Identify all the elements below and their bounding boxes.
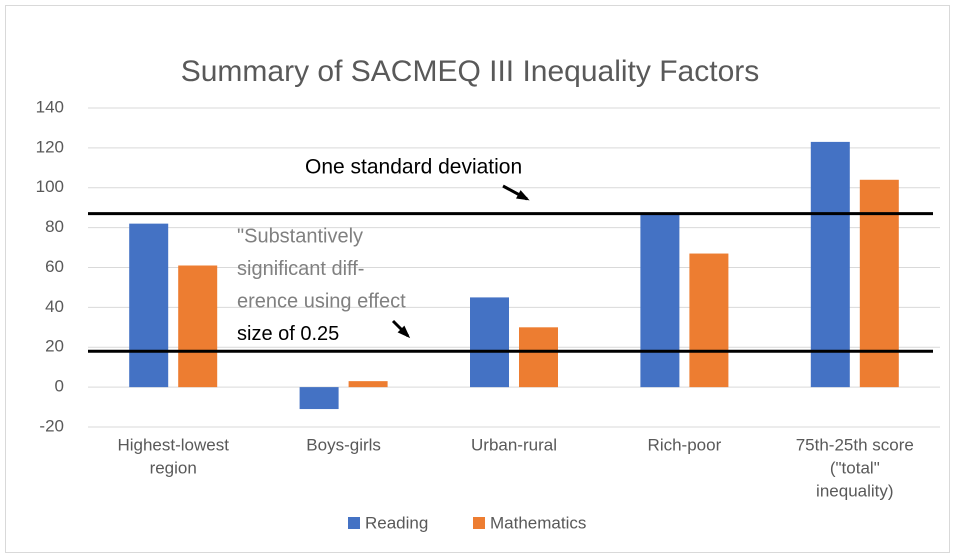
- y-tick-label: 120: [36, 137, 64, 156]
- x-tick-label: Rich-poor: [648, 435, 722, 454]
- bar: [689, 253, 729, 388]
- legend-label: Reading: [365, 513, 428, 532]
- bar: [129, 223, 169, 388]
- bar: [178, 265, 218, 388]
- y-tick-label: 0: [55, 377, 64, 396]
- legend-label: Mathematics: [490, 513, 586, 532]
- y-tick-label: 80: [45, 217, 64, 236]
- y-tick-label: 20: [45, 337, 64, 356]
- bar: [348, 381, 388, 388]
- bar: [640, 213, 680, 388]
- bar: [859, 179, 899, 388]
- bar: [470, 297, 509, 388]
- x-tick-label: region: [150, 458, 197, 477]
- annotation: One standard deviation: [305, 156, 522, 179]
- y-tick-label: 100: [36, 177, 64, 196]
- annotation: erence using effect: [237, 290, 406, 312]
- annotation: significant diff-: [237, 258, 364, 280]
- bar: [810, 141, 850, 388]
- bar: [299, 387, 339, 410]
- arrow-head: [397, 325, 411, 339]
- chart-title: Summary of SACMEQ III Inequality Factors: [181, 55, 760, 88]
- x-tick-label: Boys-girls: [306, 435, 381, 454]
- legend-swatch: [473, 517, 485, 529]
- y-tick-label: 60: [45, 257, 64, 276]
- y-tick-label: -20: [39, 416, 64, 435]
- x-tick-label: ("total": [830, 458, 880, 477]
- x-tick-label: 75th-25th score: [796, 435, 914, 454]
- bar: [519, 327, 558, 388]
- x-tick-label: Urban-rural: [471, 435, 557, 454]
- x-tick-label: inequality): [816, 481, 894, 500]
- annotation: size of 0.25: [237, 323, 339, 345]
- annotation: "Substantively: [237, 225, 363, 247]
- x-tick-label: Highest-lowest: [117, 435, 229, 454]
- y-tick-label: 40: [45, 297, 64, 316]
- y-tick-label: 140: [36, 97, 64, 116]
- arrow-head: [516, 190, 530, 201]
- legend-swatch: [348, 517, 360, 529]
